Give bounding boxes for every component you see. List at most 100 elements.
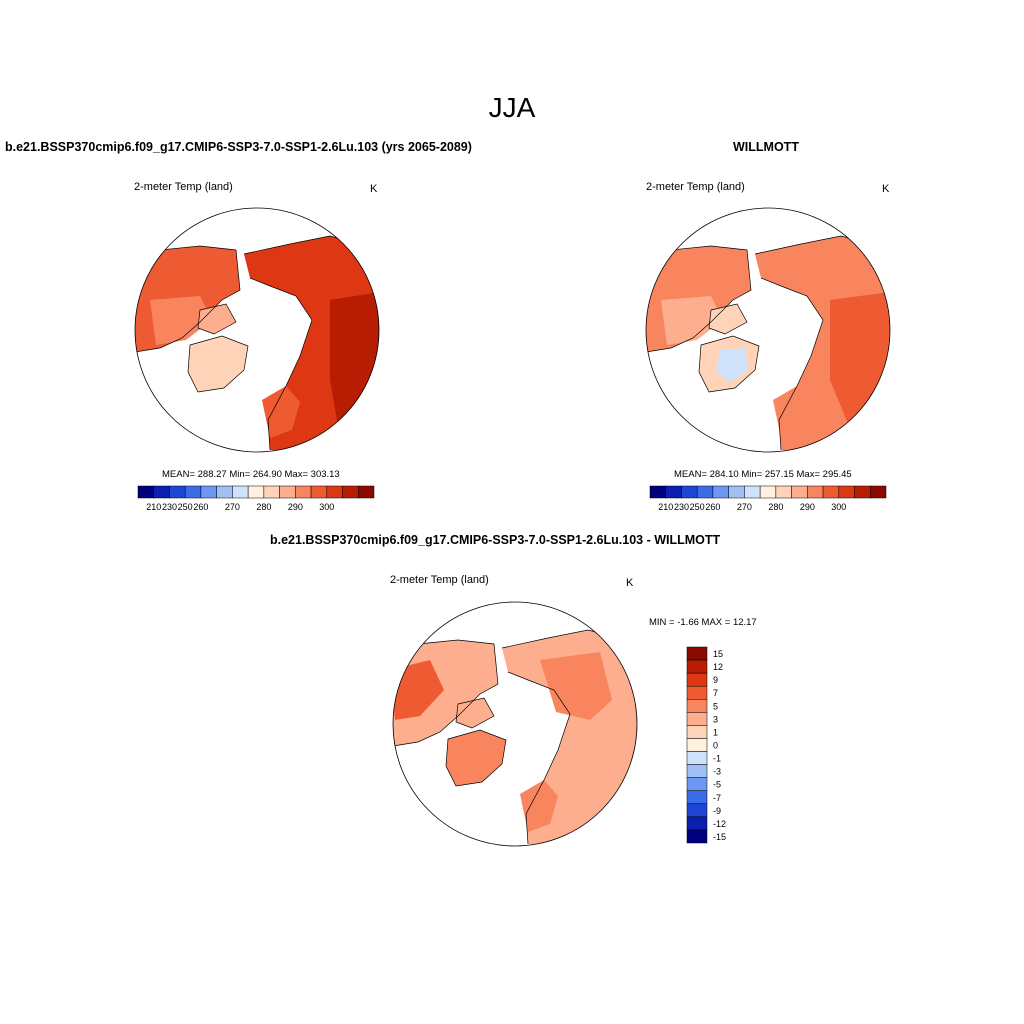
colorbar-model-swatch bbox=[310, 485, 328, 499]
colorbar-difference-swatch bbox=[686, 725, 708, 739]
colorbar-model-tick-label: 280 bbox=[256, 502, 271, 512]
colorbar-difference-swatch bbox=[686, 672, 708, 687]
colorbar-difference-swatch bbox=[686, 685, 708, 700]
colorbar-difference-tick-label: -7 bbox=[713, 793, 721, 803]
colorbar-model-swatch bbox=[216, 485, 233, 499]
colorbar-difference-tick-label: -1 bbox=[713, 754, 721, 764]
colorbar-model-swatch bbox=[279, 485, 296, 499]
colorbar-obs-swatch bbox=[822, 485, 840, 499]
coastlines-obs bbox=[646, 235, 880, 451]
colorbar-difference-swatch bbox=[686, 699, 708, 713]
colorbar-difference-swatch bbox=[686, 751, 708, 765]
colorbar-obs-tick-label: 210 bbox=[658, 502, 673, 512]
colorbar-difference-swatch bbox=[686, 659, 708, 674]
colorbar-difference-swatch bbox=[686, 738, 708, 752]
variable-label-diff: 2-meter Temp (land) bbox=[390, 574, 489, 586]
colorbar-obs-tick-label: 270 bbox=[737, 502, 752, 512]
colorbar-difference-swatch bbox=[686, 816, 708, 831]
colorbar-difference-swatch bbox=[686, 764, 708, 778]
colorbar-obs-swatch bbox=[649, 485, 666, 499]
colorbar-difference-tick-label: 3 bbox=[713, 714, 718, 724]
colorbar-obs-swatch bbox=[775, 485, 792, 499]
colorbar-difference-tick-label: 1 bbox=[713, 727, 718, 737]
colorbar-obs-swatch bbox=[728, 485, 745, 499]
unit-label-model: K bbox=[370, 183, 378, 195]
colorbar-obs-tick-label: 230 bbox=[674, 502, 689, 512]
panel-title-model: b.e21.BSSP370cmip6.f09_g17.CMIP6-SSP3-7.… bbox=[5, 140, 472, 154]
colorbar-model-swatch bbox=[358, 485, 375, 499]
colorbar-obs-swatch bbox=[744, 485, 761, 499]
colorbar-obs-swatch bbox=[854, 485, 871, 499]
colorbar-obs-swatch bbox=[870, 485, 887, 499]
colorbar-obs-swatch bbox=[791, 485, 808, 499]
colorbar-obs-tick-label: 260 bbox=[705, 502, 720, 512]
colorbar-model-tick-label: 230 bbox=[162, 502, 177, 512]
figure-title: JJA bbox=[488, 92, 536, 123]
colorbar-model-swatch bbox=[295, 485, 312, 499]
colorbar-model-tick-label: 270 bbox=[225, 502, 240, 512]
colorbar-obs: 210 230 250 260 270 280 290 300 bbox=[649, 485, 887, 512]
colorbar-model-swatch bbox=[342, 485, 359, 499]
colorbar-difference-tick-label: 0 bbox=[713, 741, 718, 751]
colorbar-difference-tick-label: 5 bbox=[713, 701, 718, 711]
colorbar-model-swatch bbox=[326, 485, 343, 499]
land-temperature-field-difference bbox=[393, 630, 637, 846]
colorbar-difference-tick-label: 15 bbox=[713, 649, 723, 659]
land-temperature-field-model bbox=[135, 236, 379, 452]
colorbar-model-tick-label: 210 bbox=[146, 502, 161, 512]
colorbar-difference-tick-label: 9 bbox=[713, 675, 718, 685]
colorbar-difference-tick-label: 7 bbox=[713, 688, 718, 698]
colorbar-obs-swatch bbox=[681, 485, 698, 499]
colorbar-difference-tick-label: 12 bbox=[713, 662, 723, 672]
colorbar-obs-swatch bbox=[759, 485, 777, 499]
colorbar-difference-tick-label: -15 bbox=[713, 832, 726, 842]
variable-label-obs: 2-meter Temp (land) bbox=[646, 181, 745, 193]
colorbar-model-swatch bbox=[169, 485, 186, 499]
colorbar-model-tick-label: 250 bbox=[178, 502, 193, 512]
colorbar-model-tick-label: 260 bbox=[193, 502, 208, 512]
variable-label-model: 2-meter Temp (land) bbox=[134, 181, 233, 193]
colorbar-model-swatch bbox=[184, 485, 202, 499]
colorbar-obs-tick-label: 280 bbox=[768, 502, 783, 512]
colorbar-model-swatch bbox=[200, 485, 217, 499]
coastlines-model bbox=[135, 235, 369, 451]
colorbar-model-tick-label: 290 bbox=[288, 502, 303, 512]
colorbar-model-swatch bbox=[247, 485, 265, 499]
colorbar-difference-swatch bbox=[686, 712, 708, 726]
colorbar-model-swatch bbox=[137, 485, 154, 499]
colorbar-obs-tick-label: 250 bbox=[690, 502, 705, 512]
colorbar-model: 210 230 250 260 270 280 290 300 bbox=[137, 485, 375, 512]
map-obs bbox=[645, 207, 891, 453]
colorbar-obs-tick-label: 300 bbox=[831, 502, 846, 512]
colorbar-obs-swatch bbox=[807, 485, 824, 499]
colorbar-difference-tick-label: -9 bbox=[713, 806, 721, 816]
colorbar-obs-swatch bbox=[696, 485, 714, 499]
colorbar-difference: 15 12 9 7 5 3 1 0 -1 -3 -5 -7 -9 -12 -15 bbox=[686, 646, 726, 844]
colorbar-model-swatch bbox=[263, 485, 280, 499]
colorbar-model-swatch bbox=[153, 485, 170, 499]
colorbar-difference-swatch bbox=[686, 646, 708, 661]
unit-label-diff: K bbox=[626, 577, 634, 589]
colorbar-model-tick-label: 300 bbox=[319, 502, 334, 512]
stats-diff: MIN = -1.66 MAX = 12.17 bbox=[649, 617, 757, 628]
colorbar-obs-swatch bbox=[712, 485, 729, 499]
colorbar-obs-swatch bbox=[838, 485, 855, 499]
colorbar-obs-swatch bbox=[665, 485, 682, 499]
map-difference bbox=[392, 601, 638, 847]
colorbar-model-swatch bbox=[232, 485, 249, 499]
colorbar-difference-tick-label: -5 bbox=[713, 780, 721, 790]
stats-obs: MEAN= 284.10 Min= 257.15 Max= 295.45 bbox=[674, 469, 852, 480]
map-model bbox=[134, 207, 380, 453]
unit-label-obs: K bbox=[882, 183, 890, 195]
colorbar-difference-swatch bbox=[686, 777, 708, 791]
colorbar-difference-swatch bbox=[686, 790, 708, 805]
panel-title-obs: WILLMOTT bbox=[733, 140, 799, 154]
stats-model: MEAN= 288.27 Min= 264.90 Max= 303.13 bbox=[162, 469, 340, 480]
colorbar-difference-tick-label: -3 bbox=[713, 767, 721, 777]
colorbar-difference-swatch bbox=[686, 803, 708, 818]
colorbar-obs-tick-label: 290 bbox=[800, 502, 815, 512]
colorbar-difference-swatch bbox=[686, 829, 708, 844]
colorbar-difference-tick-label: -12 bbox=[713, 819, 726, 829]
panel-title-diff: b.e21.BSSP370cmip6.f09_g17.CMIP6-SSP3-7.… bbox=[270, 533, 721, 547]
